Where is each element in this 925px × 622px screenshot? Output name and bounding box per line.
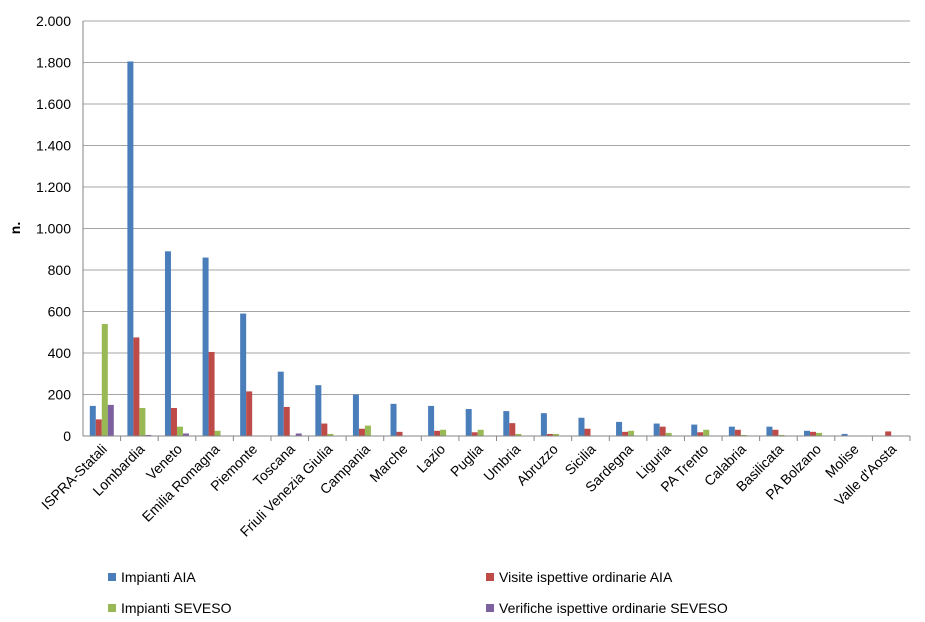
legend-label: Impianti AIA: [121, 569, 196, 585]
bar: [471, 432, 478, 436]
bar: [315, 385, 322, 436]
legend-swatch: [108, 573, 116, 581]
x-tick-label: Abruzzo: [513, 441, 561, 489]
bar: [358, 428, 365, 436]
legend-swatch: [108, 604, 116, 612]
bar: [728, 426, 735, 436]
y-tick-label: 1.200: [36, 179, 71, 195]
bar: [778, 434, 785, 436]
bar: [665, 432, 672, 436]
bar: [734, 429, 741, 436]
bar: [145, 434, 152, 436]
bar: [101, 323, 108, 436]
x-tick-label: Lazio: [413, 441, 448, 476]
legend: Impianti AIA Visite ispettive ordinarie A…: [108, 569, 728, 616]
bar: [509, 423, 516, 436]
bar: [659, 426, 666, 436]
y-tick-label: 200: [48, 387, 72, 403]
y-tick-label: 1.800: [36, 55, 71, 71]
bar: [182, 433, 189, 436]
legend-label: Verifiche ispettive ordinarie SEVESO: [499, 600, 728, 616]
bar: [390, 403, 397, 436]
y-tick-label: 800: [48, 262, 72, 278]
bar: [503, 411, 510, 436]
y-tick-label: 1.400: [36, 138, 71, 154]
bar: [841, 433, 848, 436]
bar: [766, 426, 773, 436]
x-tick-label: Marche: [366, 441, 410, 485]
y-tick-label: 600: [48, 304, 72, 320]
bar: [428, 405, 435, 436]
bar: [170, 407, 177, 436]
legend-swatch: [486, 573, 494, 581]
legend-label: Visite ispettive ordinarie AIA: [499, 569, 673, 585]
bar: [277, 371, 284, 436]
bar: [107, 404, 114, 436]
bar: [283, 406, 290, 436]
bar: [653, 423, 660, 436]
bar: [139, 407, 146, 436]
legend-swatch: [486, 604, 494, 612]
bar: [364, 425, 371, 436]
bar: [434, 430, 441, 436]
bars: [89, 61, 892, 437]
bar: [133, 337, 140, 436]
bar: [697, 432, 704, 436]
bar: [95, 419, 102, 436]
bar: [546, 433, 553, 436]
y-tick-label: 1.000: [36, 221, 71, 237]
bar: [540, 413, 547, 436]
bar: [465, 409, 472, 436]
bar: [772, 429, 779, 436]
y-tick-label: 400: [48, 345, 72, 361]
y-tick-labels: 0 200 400 600 800 1.000 1.200 1.400 1.600 1.800 2.…: [36, 13, 71, 444]
gridlines: [83, 20, 910, 395]
y-tick-label: 1.600: [36, 96, 71, 112]
bar: [202, 257, 209, 436]
bar: [127, 61, 134, 437]
bar: [691, 424, 698, 436]
bar: [440, 429, 447, 436]
bar: [816, 432, 823, 436]
bar: [89, 405, 96, 436]
y-tick-label: 2.000: [36, 13, 71, 29]
bar: [396, 431, 403, 436]
bar: [584, 428, 591, 436]
bar: [246, 391, 253, 436]
bar: [703, 429, 710, 436]
axes: [82, 21, 911, 441]
legend-label: Impianti SEVESO: [121, 600, 232, 616]
y-tick-label: 0: [63, 428, 71, 444]
bar: [578, 417, 585, 436]
y-axis-label: n.: [7, 222, 23, 234]
bar: [352, 394, 359, 436]
bar: [214, 430, 221, 436]
bar: [622, 431, 629, 436]
bar: [164, 251, 171, 436]
bar: [810, 431, 817, 436]
bar: [616, 421, 623, 436]
bar: [804, 430, 811, 436]
bar: [885, 431, 892, 436]
bar: [515, 433, 522, 436]
bar: [628, 430, 635, 436]
bar: [327, 433, 334, 436]
bar: [740, 434, 747, 436]
bar: [176, 426, 183, 436]
bar: [208, 351, 215, 436]
bar: [321, 423, 328, 436]
bar: [295, 433, 302, 436]
bar: [552, 433, 559, 436]
bar: [477, 429, 484, 436]
bar: [240, 313, 247, 436]
